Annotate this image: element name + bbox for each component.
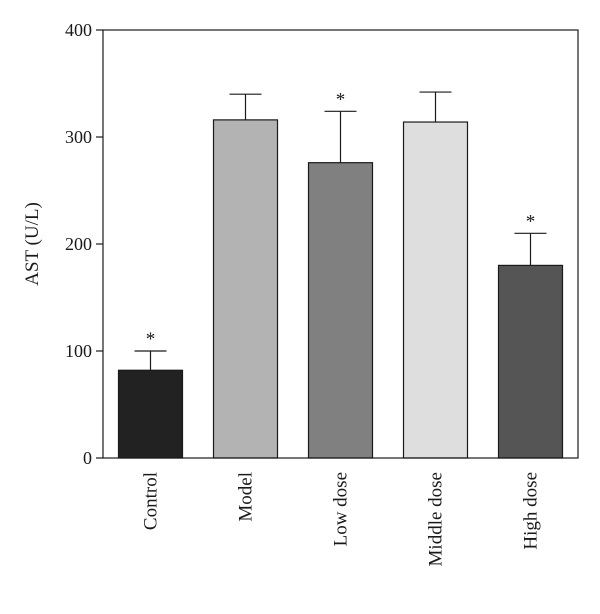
plot-frame xyxy=(102,29,579,459)
x-category-label: Control xyxy=(141,472,162,530)
y-tick-label: 300 xyxy=(65,127,92,147)
error-bars xyxy=(134,91,547,371)
y-tick-label: 0 xyxy=(83,448,92,468)
y-axis-ticks: 0 100 200 300 400 xyxy=(65,20,103,468)
x-axis-labels: Control Model Low dose Middle dose High dose xyxy=(141,472,542,566)
error-bar xyxy=(229,93,262,120)
y-tick-label: 100 xyxy=(65,341,92,361)
significance-star: * xyxy=(526,211,536,232)
significance-star: * xyxy=(146,329,156,350)
significance-star: * xyxy=(336,89,346,110)
error-bar xyxy=(419,91,452,123)
bar xyxy=(402,121,469,459)
bar xyxy=(497,264,564,459)
y-axis-title: AST (U/L) xyxy=(22,202,43,286)
error-bar xyxy=(514,232,547,266)
bar xyxy=(307,162,374,459)
significance-markers: * * * xyxy=(146,89,536,350)
x-category-label: Model xyxy=(236,472,257,522)
bar xyxy=(117,369,184,459)
y-tick-label: 400 xyxy=(65,20,92,40)
x-category-label: Low dose xyxy=(331,472,352,546)
x-category-label: Middle dose xyxy=(426,472,447,566)
bar xyxy=(212,119,279,459)
error-bar xyxy=(134,350,167,371)
x-category-label: High dose xyxy=(521,472,542,550)
y-tick-label: 200 xyxy=(65,234,92,254)
error-bar xyxy=(324,110,357,163)
bars xyxy=(117,119,564,459)
